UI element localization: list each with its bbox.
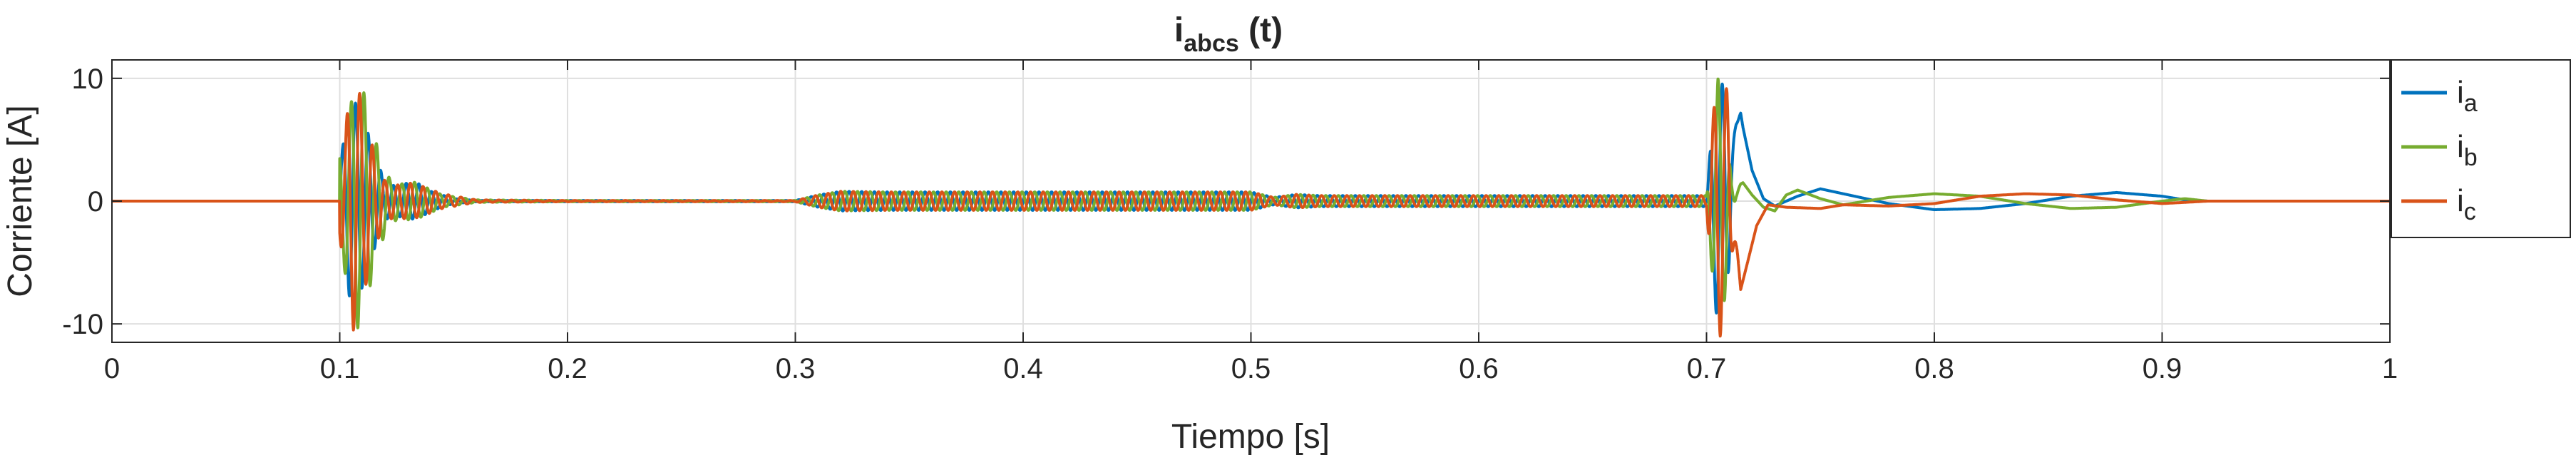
y-axis-label: Corriente [A] [1, 105, 39, 297]
y-tick-label: 10 [72, 63, 104, 95]
x-tick-label: 0.7 [1687, 353, 1727, 384]
y-axis: 10 0 -10 [62, 63, 2390, 340]
legend-label-c: ic [2457, 183, 2476, 225]
x-tick-label: 0.6 [1459, 353, 1499, 384]
x-tick-label: 0 [104, 353, 120, 384]
legend-label-a: ia [2457, 75, 2478, 117]
x-axis: 0 0.1 0.2 0.3 0.4 0.5 0.6 0.7 0.8 0.9 1 [104, 60, 2398, 384]
x-axis-label: Tiempo [s] [1171, 418, 1330, 455]
chart-title-suffix: (t) [1239, 11, 1283, 49]
series-line-b [111, 77, 2391, 329]
series-line-c [111, 87, 2391, 338]
series-layer [111, 77, 2391, 338]
chart-title-subscript: abcs [1184, 30, 1239, 57]
chart-title-main: i [1174, 11, 1184, 49]
axes-frame [111, 59, 2391, 343]
x-tick-label: 1 [2382, 353, 2398, 384]
x-tick-label: 0.4 [1003, 353, 1043, 384]
x-tick-label: 0.9 [2143, 353, 2182, 384]
x-tick-label: 0.3 [776, 353, 816, 384]
x-tick-label: 0.8 [1914, 353, 1954, 384]
y-tick-label: -10 [62, 309, 103, 340]
y-tick-label: 0 [88, 186, 103, 218]
x-tick-label: 0.2 [548, 353, 587, 384]
chart-title: iabcs (t) [1174, 11, 1283, 57]
x-tick-label: 0.1 [320, 353, 360, 384]
legend-label-b: ib [2457, 129, 2478, 171]
x-tick-label: 0.5 [1231, 353, 1271, 384]
legend[interactable]: ia ib ic [2391, 59, 2571, 238]
